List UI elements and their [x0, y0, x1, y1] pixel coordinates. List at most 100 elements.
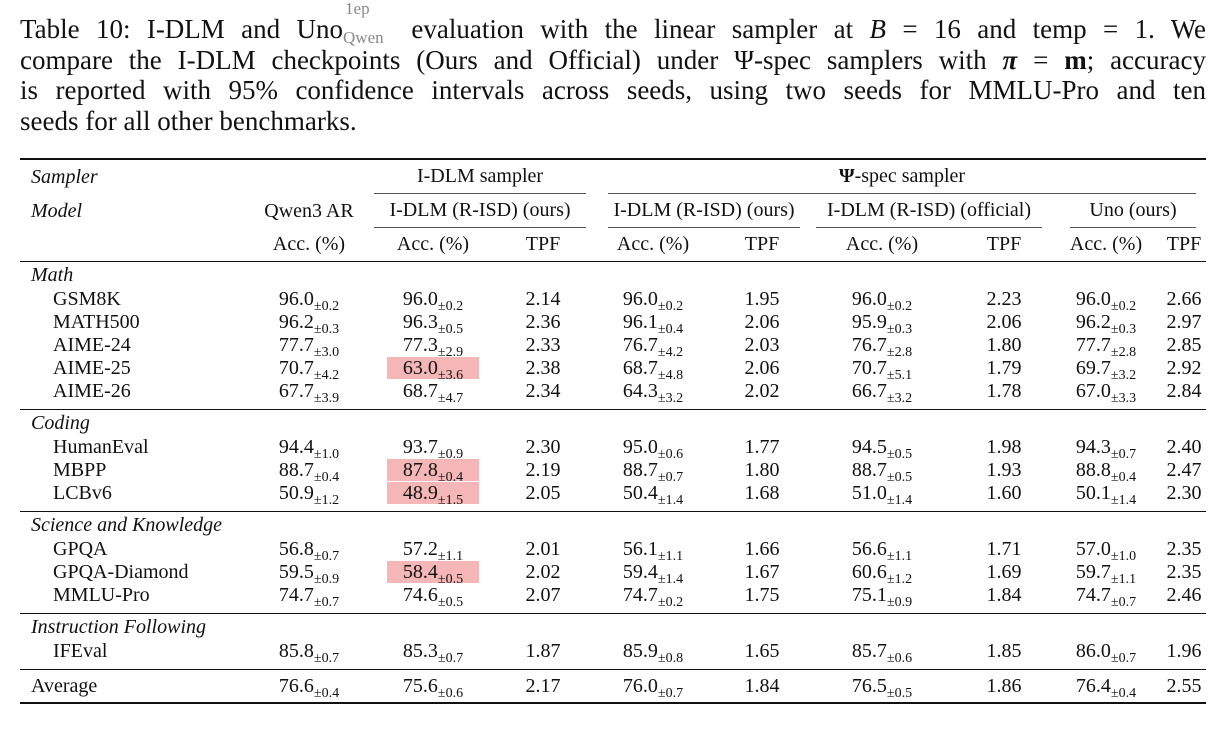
ci-value: ±2.8 [1110, 345, 1137, 360]
psi-ours-acc: 64.3±3.2 [588, 380, 718, 406]
ci-value: ±0.3 [886, 322, 913, 337]
ci-value: ±1.2 [313, 493, 340, 508]
ci-value: ±1.4 [657, 493, 684, 508]
ci-value: ±1.2 [886, 572, 913, 587]
psi-official-acc: 51.0±1.4 [806, 482, 958, 508]
uno-header-cell: Uno (ours) [1050, 194, 1206, 228]
ci-value: ±0.7 [313, 595, 340, 610]
psi-ours-header: I-DLM (R-ISD) (ours) [608, 194, 801, 228]
psi-official-acc: 94.5±0.5 [806, 436, 958, 462]
average-row: Average 76.6±0.4 75.6±0.6 2.17 76.0±0.7 1.84 7… [20, 669, 1207, 703]
psi-official-acc: 70.7±5.1 [806, 357, 958, 383]
tpf-value: 1.96 [1166, 640, 1202, 662]
ci-value: ±2.9 [437, 345, 464, 360]
acc-value: 94.3 [1075, 436, 1111, 458]
qwen-acc: 67.7±3.9 [250, 380, 368, 406]
tpf-value: 2.38 [525, 357, 561, 379]
ci-value: ±1.1 [657, 549, 684, 564]
tpf-value: 1.65 [744, 640, 780, 662]
ci-value: ±0.9 [437, 447, 464, 462]
acc-value: 96.1 [622, 311, 658, 333]
acc-value: 74.7 [1075, 584, 1111, 606]
idlm-acc: 96.0±0.2 [368, 288, 498, 314]
acc-header: Acc. (%) [616, 233, 690, 255]
tpf-header: TPF [744, 233, 780, 255]
qwen-acc: 88.7±0.4 [250, 459, 368, 485]
ci-value: ±0.7 [313, 549, 340, 564]
tpf-header: TPF [1166, 233, 1202, 255]
acc-value: 57.2 [402, 538, 438, 560]
ci-value: ±0.4 [1110, 470, 1137, 485]
tpf-value: 2.35 [1166, 538, 1202, 560]
psi-ours-acc: 76.7±4.2 [588, 334, 718, 360]
section-header: Science and Knowledge [20, 511, 1207, 539]
tpf-header: TPF [986, 233, 1022, 255]
results-table: Sampler I-DLM sampler Ψ-spec sampler Mod… [20, 158, 1207, 704]
benchmark-name: IFEval [53, 640, 108, 662]
table-row: MATH500 96.2±0.3 96.3±0.5 2.36 96.1±0.4 2.06 9… [20, 311, 1206, 337]
ci-value: ±3.2 [886, 391, 913, 406]
tpf-value: 2.30 [525, 436, 561, 458]
header-row-sampler: Sampler I-DLM sampler Ψ-spec sampler [20, 159, 1207, 194]
acc-value: 57.0 [1075, 538, 1111, 560]
acc-value: 76.0 [622, 675, 658, 697]
acc-value: 76.7 [851, 334, 887, 356]
tpf-value: 2.02 [744, 380, 780, 402]
psi-ours-acc: 88.7±0.7 [588, 459, 718, 485]
benchmark-name: LCBv6 [53, 482, 112, 504]
benchmark-name: AIME-25 [53, 357, 131, 379]
table-row: IFEval 85.8±0.7 85.3±0.7 1.87 85.9±0.8 1.65 85… [20, 640, 1206, 666]
caption-line-2: compare the I-DLM checkpoints (Ours and … [20, 45, 1206, 76]
tpf-value: 1.69 [986, 561, 1022, 583]
ci-value: ±1.1 [437, 549, 464, 564]
tpf-value: 2.66 [1166, 288, 1202, 310]
tpf-value: 1.95 [744, 288, 780, 310]
uno-acc: 96.0±0.2 [1050, 288, 1162, 314]
acc-value: 96.0 [851, 288, 887, 310]
idlm-acc: 68.7±4.7 [368, 380, 498, 406]
ci-value: ±0.3 [1110, 322, 1137, 337]
benchmark-name: MATH500 [53, 311, 140, 333]
highlight-marker: 48.9±1.5 [386, 482, 480, 508]
uno-header: Uno (ours) [1070, 194, 1197, 228]
highlight-marker: 58.4±0.5 [386, 561, 480, 587]
ci-value: ±0.5 [886, 447, 913, 462]
tpf-header: TPF [525, 233, 561, 255]
tpf-value: 1.80 [744, 459, 780, 481]
ci-value: ±0.2 [1110, 299, 1137, 314]
acc-value: 58.4 [402, 561, 438, 583]
tpf-value: 1.93 [986, 459, 1022, 481]
tpf-value: 1.86 [986, 675, 1022, 697]
ci-value: ±1.1 [1110, 572, 1137, 587]
tpf-value: 2.06 [744, 357, 780, 379]
acc-value: 67.0 [1075, 380, 1111, 402]
tpf-value: 1.66 [744, 538, 780, 560]
acc-value: 85.7 [851, 640, 887, 662]
ci-value: ±0.6 [657, 447, 684, 462]
section-title: Coding [31, 412, 90, 434]
tpf-value: 2.17 [525, 675, 561, 697]
acc-value: 85.9 [622, 640, 658, 662]
acc-value: 76.5 [851, 675, 887, 697]
ci-value: ±5.1 [886, 368, 913, 383]
table-row: HumanEval 94.4±1.0 93.7±0.9 2.30 95.0±0.6 1.7… [20, 436, 1206, 462]
psi-ours-acc: 68.7±4.8 [588, 357, 718, 383]
tpf-value: 2.92 [1166, 357, 1202, 379]
acc-value: 76.4 [1075, 675, 1111, 697]
uno-acc: 57.0±1.0 [1050, 538, 1162, 564]
ci-value: ±0.2 [437, 299, 464, 314]
header-row-metrics: Acc. (%) Acc. (%) TPF Acc. (%) TPF Acc. … [20, 228, 1206, 262]
uno-acc: 94.3±0.7 [1050, 436, 1162, 462]
ci-value: ±4.7 [437, 391, 464, 406]
caption-line-1: Table 10: I-DLM and Uno 1ep Qwen evaluatio… [20, 0, 1206, 46]
psi-ours-acc: 56.1±1.1 [588, 538, 718, 564]
idlm-sampler-header: I-DLM sampler [368, 159, 588, 194]
ci-value: ±0.5 [886, 686, 913, 701]
ci-value: ±4.8 [657, 368, 684, 383]
ci-value: ±0.4 [313, 686, 340, 701]
acc-value: 77.3 [402, 334, 438, 356]
ci-value: ±0.4 [1110, 686, 1137, 701]
caption-text: evaluation with the linear sampler at [395, 14, 854, 44]
benchmark-name: MBPP [53, 459, 107, 481]
model-label: Model [31, 199, 83, 222]
